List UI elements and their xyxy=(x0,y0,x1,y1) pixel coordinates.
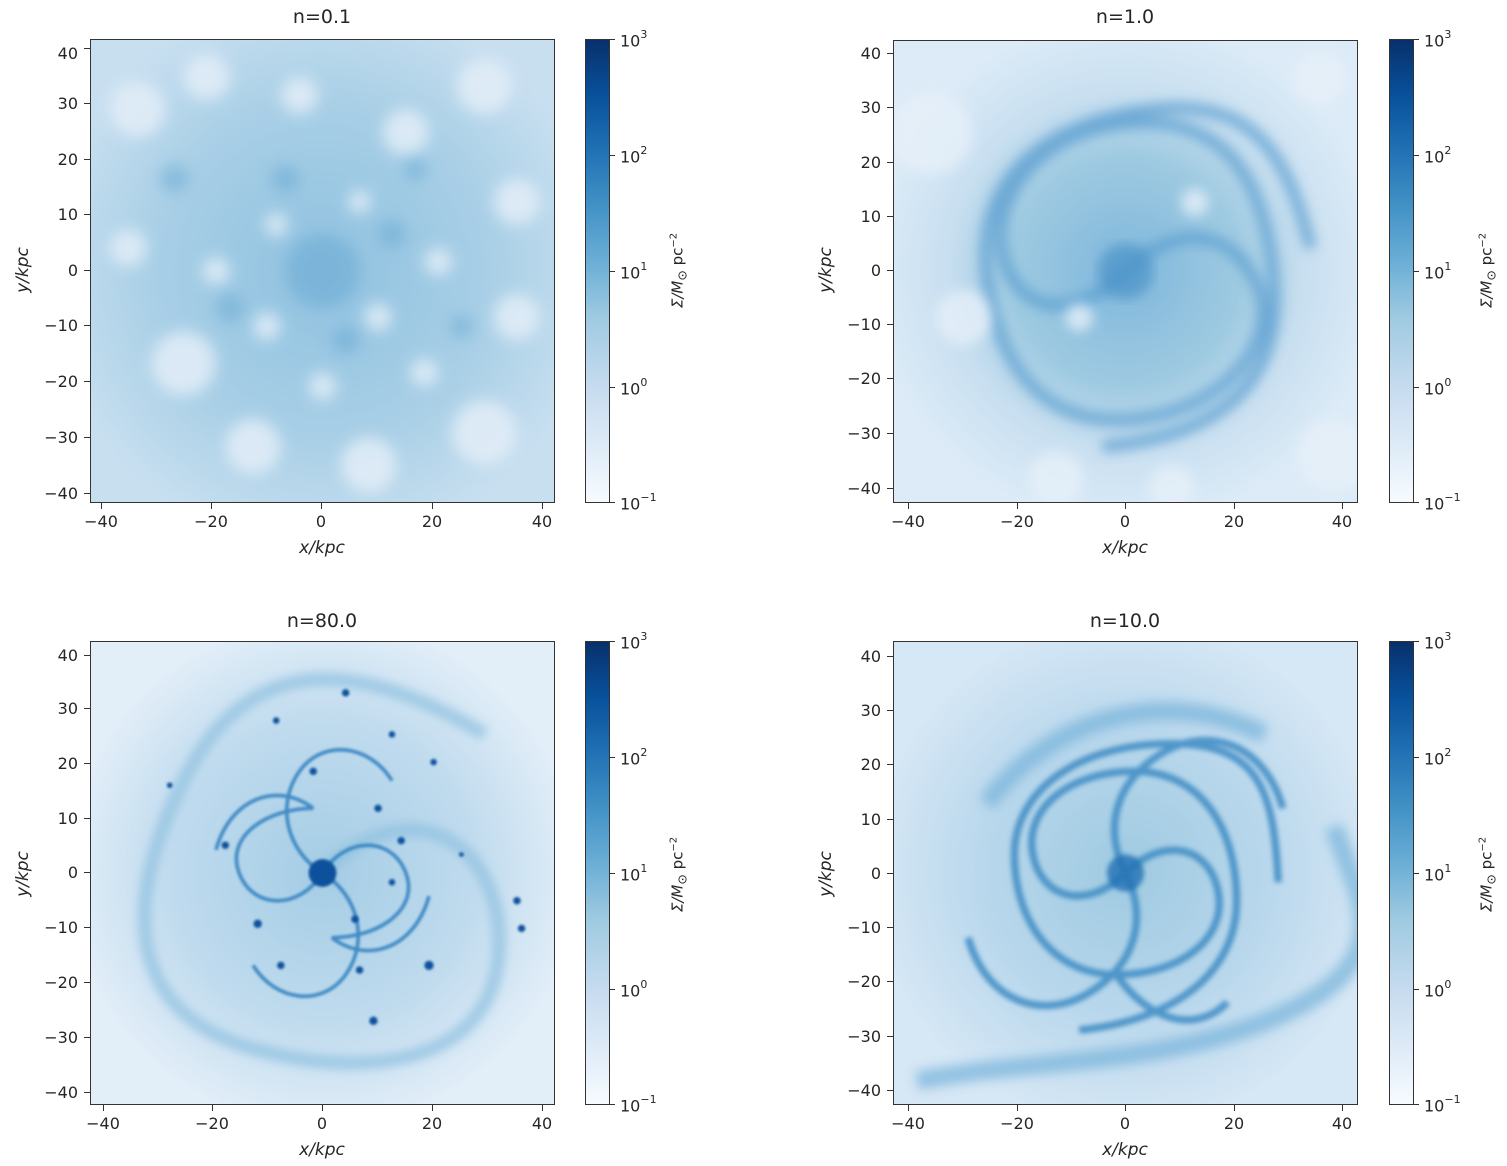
y-axis-label: y/kpc xyxy=(816,247,836,293)
x-axis-label: x/kpc xyxy=(299,1140,345,1160)
panel-title: n=0.1 xyxy=(292,6,352,28)
x-axis-label: x/kpc xyxy=(1102,538,1148,558)
density-map xyxy=(90,39,555,503)
colorbar xyxy=(585,641,610,1105)
y-axis-label: y/kpc xyxy=(816,851,836,897)
y-axis-label: y/kpc xyxy=(13,851,33,897)
colorbar xyxy=(1389,641,1414,1105)
density-map xyxy=(893,40,1358,503)
x-axis-label: x/kpc xyxy=(299,538,345,558)
colorbar-label: Σ/M⊙ pc−2 xyxy=(1477,836,1499,913)
panel-title: n=1.0 xyxy=(1095,6,1155,28)
colorbar-label: Σ/M⊙ pc−2 xyxy=(668,836,690,913)
density-map xyxy=(893,641,1358,1105)
panel-title: n=10.0 xyxy=(1089,610,1161,632)
colorbar xyxy=(1389,39,1414,503)
density-map xyxy=(90,641,555,1105)
y-axis-label: y/kpc xyxy=(13,247,33,293)
colorbar-label: Σ/M⊙ pc−2 xyxy=(1477,232,1499,309)
x-axis-label: x/kpc xyxy=(1102,1140,1148,1160)
colorbar xyxy=(585,39,610,503)
panel-title: n=80.0 xyxy=(286,610,358,632)
colorbar-label: Σ/M⊙ pc−2 xyxy=(668,232,690,309)
